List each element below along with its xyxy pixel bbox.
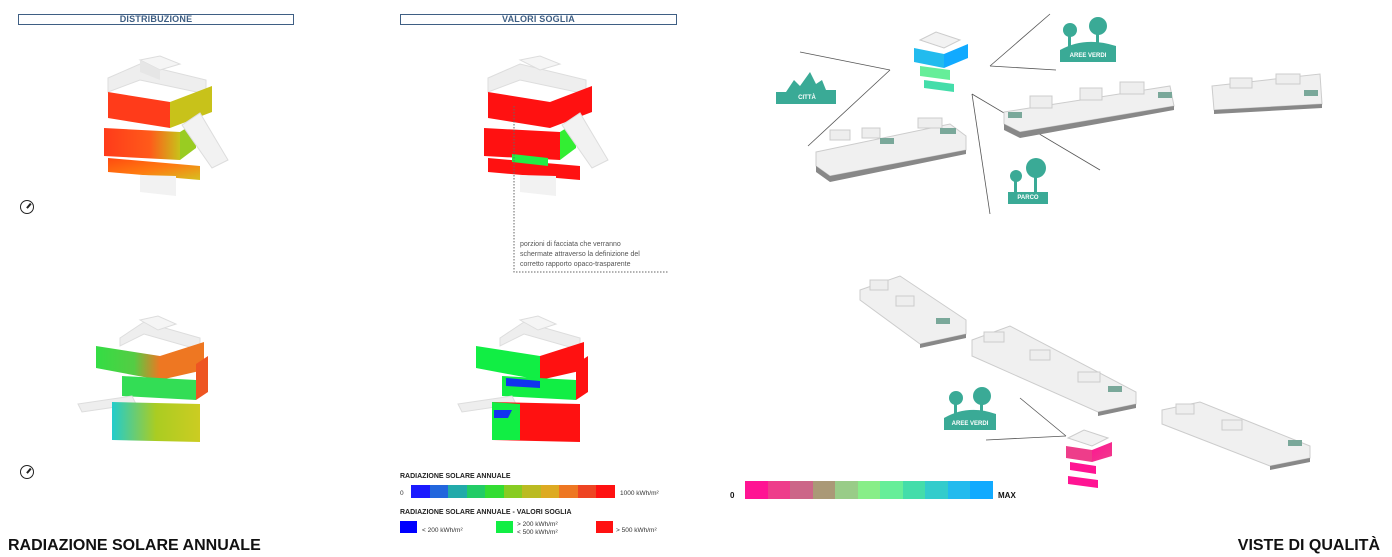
- quality-scale-swatch-3: [812, 481, 835, 499]
- quality-scale-swatch-4: [835, 481, 858, 499]
- quality-scale-swatch-8: [925, 481, 948, 499]
- legend-threshold-title: RADIAZIONE SOLARE ANNUALE - VALORI SOGLI…: [400, 509, 572, 516]
- compass-icon-bottom: [20, 465, 34, 479]
- quality-block-2: [1003, 81, 1175, 138]
- legend-threshold-low-swatch: [400, 521, 417, 533]
- quality-scale-swatch-10: [970, 481, 993, 499]
- legend-annual-swatch-2: [448, 485, 467, 498]
- quality-block-6: [1161, 401, 1311, 470]
- badge-label-parco: PARCO: [1017, 195, 1039, 201]
- callout-note: porzioni di facciata che verranno scherm…: [520, 240, 690, 270]
- quality-scale-max: MAX: [998, 491, 1016, 500]
- quality-scale-swatch-7: [902, 481, 925, 499]
- legend-annual-swatch-8: [559, 485, 578, 498]
- legend-annual-swatch-1: [429, 485, 448, 498]
- badge-label-aree-verdi-top: AREE VERDI: [1069, 53, 1107, 59]
- legend-annual-swatch-10: [596, 485, 615, 498]
- quality-block-3: [1211, 73, 1323, 114]
- soglia-building-bottom: [457, 315, 588, 442]
- header-distribuzione-label: DISTRIBUZIONE: [119, 14, 193, 24]
- legend-threshold-high-swatch: [596, 521, 613, 533]
- legend-annual-title: RADIAZIONE SOLARE ANNUALE: [400, 473, 511, 480]
- quality-block-4: [859, 275, 967, 348]
- quality-lines-bottom: [985, 397, 1067, 441]
- callout-note-line-1: porzioni di facciata che verranno: [520, 241, 621, 248]
- badge-label-aree-verdi-bottom: AREE VERDI: [951, 421, 989, 427]
- callout-line: [513, 106, 668, 273]
- legend-threshold-mid-2: < 500 kWh/m²: [517, 529, 558, 536]
- quality-scale-min: 0: [730, 491, 735, 500]
- legend-annual-min: 0: [400, 490, 404, 497]
- header-valori-soglia: VALORI SOGLIA: [400, 14, 677, 25]
- legend-threshold-high: > 500 kWh/m²: [616, 527, 657, 534]
- title-radiazione: RADIAZIONE SOLARE ANNUALE: [8, 537, 261, 554]
- aree-verdi-bottom-badge: [944, 387, 996, 430]
- quality-scale-swatch-9: [947, 481, 970, 499]
- header-distribuzione: DISTRIBUZIONE: [18, 14, 294, 25]
- quality-block-5: [971, 325, 1137, 416]
- callout-note-line-2: schermate attraverso la definizione del: [520, 251, 640, 258]
- legend-annual-swatch-0: [411, 485, 430, 498]
- distribuzione-building-top: [104, 55, 229, 196]
- legend-annual-swatch-6: [522, 485, 541, 498]
- legend-annual-swatch-3: [466, 485, 485, 498]
- legend-annual-swatch-4: [485, 485, 504, 498]
- header-valori-soglia-label: VALORI SOGLIA: [502, 14, 575, 24]
- legend-threshold-low: < 200 kWh/m²: [422, 527, 463, 534]
- legend-threshold-mid-1: > 200 kWh/m²: [517, 521, 558, 528]
- legend-annual-swatch-5: [503, 485, 522, 498]
- badge-label-citta: CITTÀ: [798, 95, 816, 101]
- quality-scale-swatch-1: [767, 481, 790, 499]
- quality-building-top-center: [914, 31, 968, 92]
- legend-annual-swatch-7: [540, 485, 559, 498]
- aree-verdi-top-badge: [1060, 17, 1116, 62]
- quality-scale-swatch-0: [745, 481, 768, 499]
- quality-scale-swatch-5: [857, 481, 880, 499]
- distribuzione-building-bottom: [77, 315, 208, 442]
- callout-note-line-3: corretto rapporto opaco-trasparente: [520, 261, 631, 268]
- soglia-building-top: [484, 55, 609, 196]
- compass-icon-top: [20, 200, 34, 214]
- title-viste-qualita: VISTE DI QUALITÀ: [1237, 537, 1380, 554]
- parco-badge: [1008, 158, 1048, 204]
- quality-block-1: [815, 117, 967, 182]
- quality-building-bottom-center: [1066, 429, 1112, 488]
- legend-threshold-mid-swatch: [496, 521, 513, 533]
- quality-scale-swatch-2: [790, 481, 813, 499]
- legend-annual-max: 1000 kWh/m²: [620, 490, 659, 497]
- legend-annual-swatch-9: [577, 485, 596, 498]
- quality-scale-swatch-6: [880, 481, 903, 499]
- citta-badge: [776, 72, 836, 104]
